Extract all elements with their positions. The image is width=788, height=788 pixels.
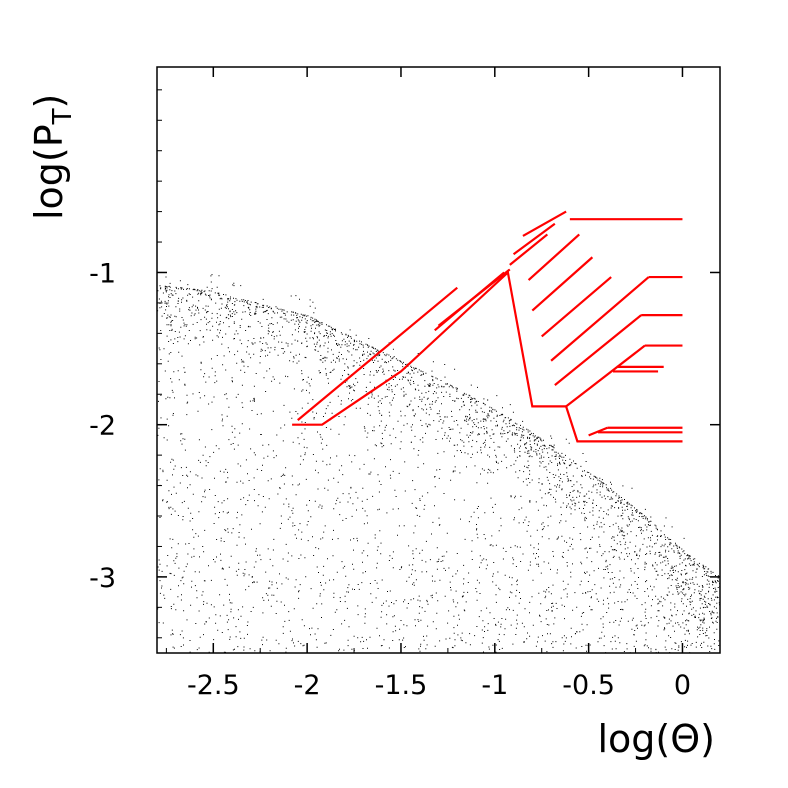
x-tick-label: -1 <box>481 670 508 701</box>
y-axis-title-close: ) <box>27 94 71 109</box>
boundary-segment <box>554 314 642 386</box>
x-tick-labels: -2.5 -2 -1.5 -1 -0.5 0 <box>187 670 691 701</box>
boundary-segment <box>512 222 556 256</box>
y-axis-title-main: log(P <box>27 124 71 220</box>
boundary-segment <box>527 233 580 281</box>
y-tick-labels: -3 -2 -1 <box>89 258 116 593</box>
boundary-segment <box>522 210 567 237</box>
boundary-segment <box>437 268 511 327</box>
axis-ticks <box>157 67 720 653</box>
y-tick-label: -1 <box>89 258 116 289</box>
boundary-lines <box>292 210 683 443</box>
x-tick-label: -0.5 <box>562 670 615 701</box>
x-axis-title: log(Θ) <box>598 717 716 761</box>
point-cloud <box>157 272 720 653</box>
boundary-segment <box>531 256 594 312</box>
y-tick-label: -2 <box>89 411 116 442</box>
boundary-segment <box>297 286 458 421</box>
x-tick-label: -1.5 <box>375 670 428 701</box>
boundary-segment <box>509 233 549 266</box>
y-tick-label: -3 <box>89 563 116 594</box>
boundary-segment <box>541 276 612 338</box>
boundary-segment <box>565 344 646 408</box>
boundary-outline <box>292 270 683 443</box>
y-axis-title: log(PT) <box>27 94 78 220</box>
scatter-points <box>157 272 720 653</box>
x-tick-label: -2.5 <box>187 670 240 701</box>
y-axis-title-subscript: T <box>48 108 78 125</box>
x-tick-label: 0 <box>674 670 691 701</box>
x-tick-label: -2 <box>294 670 321 701</box>
boundary-segment <box>550 276 650 362</box>
plot-frame <box>156 66 721 654</box>
